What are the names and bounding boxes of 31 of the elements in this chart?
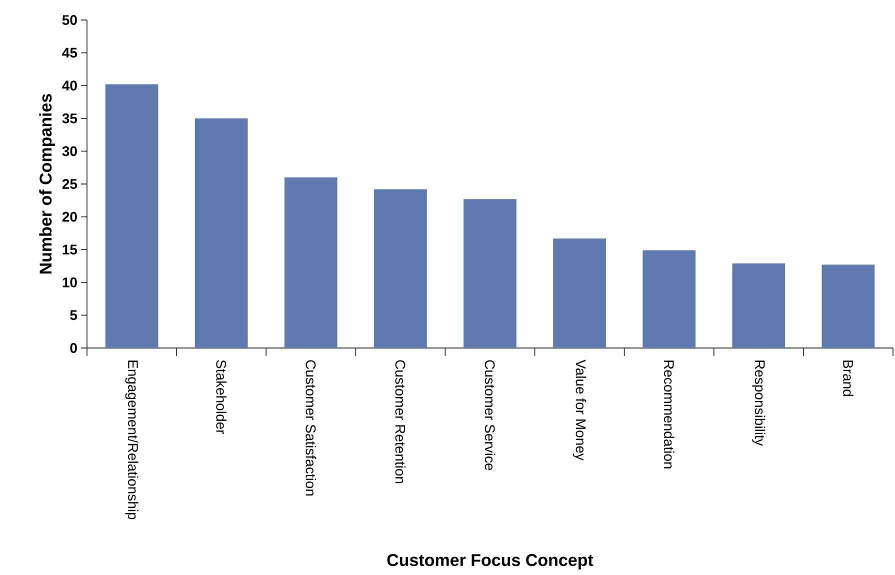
- y-tick-label: 30: [62, 146, 77, 156]
- bar: [822, 264, 875, 348]
- bar: [374, 189, 427, 348]
- x-tick-label: Customer Satisfaction: [306, 360, 316, 496]
- y-tick-label: 35: [62, 113, 78, 124]
- bar: [553, 238, 606, 348]
- x-tick-label: Customer Retention: [395, 360, 406, 484]
- y-tick-label: 0: [70, 343, 77, 353]
- y-tick-label: 45: [62, 48, 78, 58]
- bar: [284, 177, 338, 348]
- bar: [732, 263, 786, 348]
- y-tick-label: 10: [62, 277, 77, 288]
- y-tick-label: 50: [62, 15, 77, 25]
- bar: [464, 199, 516, 348]
- x-axis-title: Customer Focus Concept: [387, 554, 594, 570]
- y-axis-title: Number of Companies: [39, 94, 56, 274]
- bar: [105, 84, 158, 348]
- x-tick-label: Responsibility: [752, 360, 766, 446]
- x-tick-label: Engagement/Relationship: [125, 360, 138, 520]
- bar: [642, 250, 696, 348]
- x-tick-label: Brand: [843, 360, 854, 396]
- x-tick-label: Value for Money: [573, 360, 586, 460]
- y-tick-label: 20: [62, 212, 77, 222]
- y-tick-label: 40: [62, 80, 77, 91]
- y-tick-label: 25: [62, 179, 78, 189]
- y-tick-label: 5: [70, 310, 78, 320]
- bar: [194, 118, 248, 348]
- y-tick-label: 15: [62, 244, 78, 254]
- x-tick-label: Customer Service: [484, 360, 496, 470]
- x-tick-label: Recommendation: [664, 360, 674, 468]
- x-tick-label: Stakeholder: [216, 360, 226, 434]
